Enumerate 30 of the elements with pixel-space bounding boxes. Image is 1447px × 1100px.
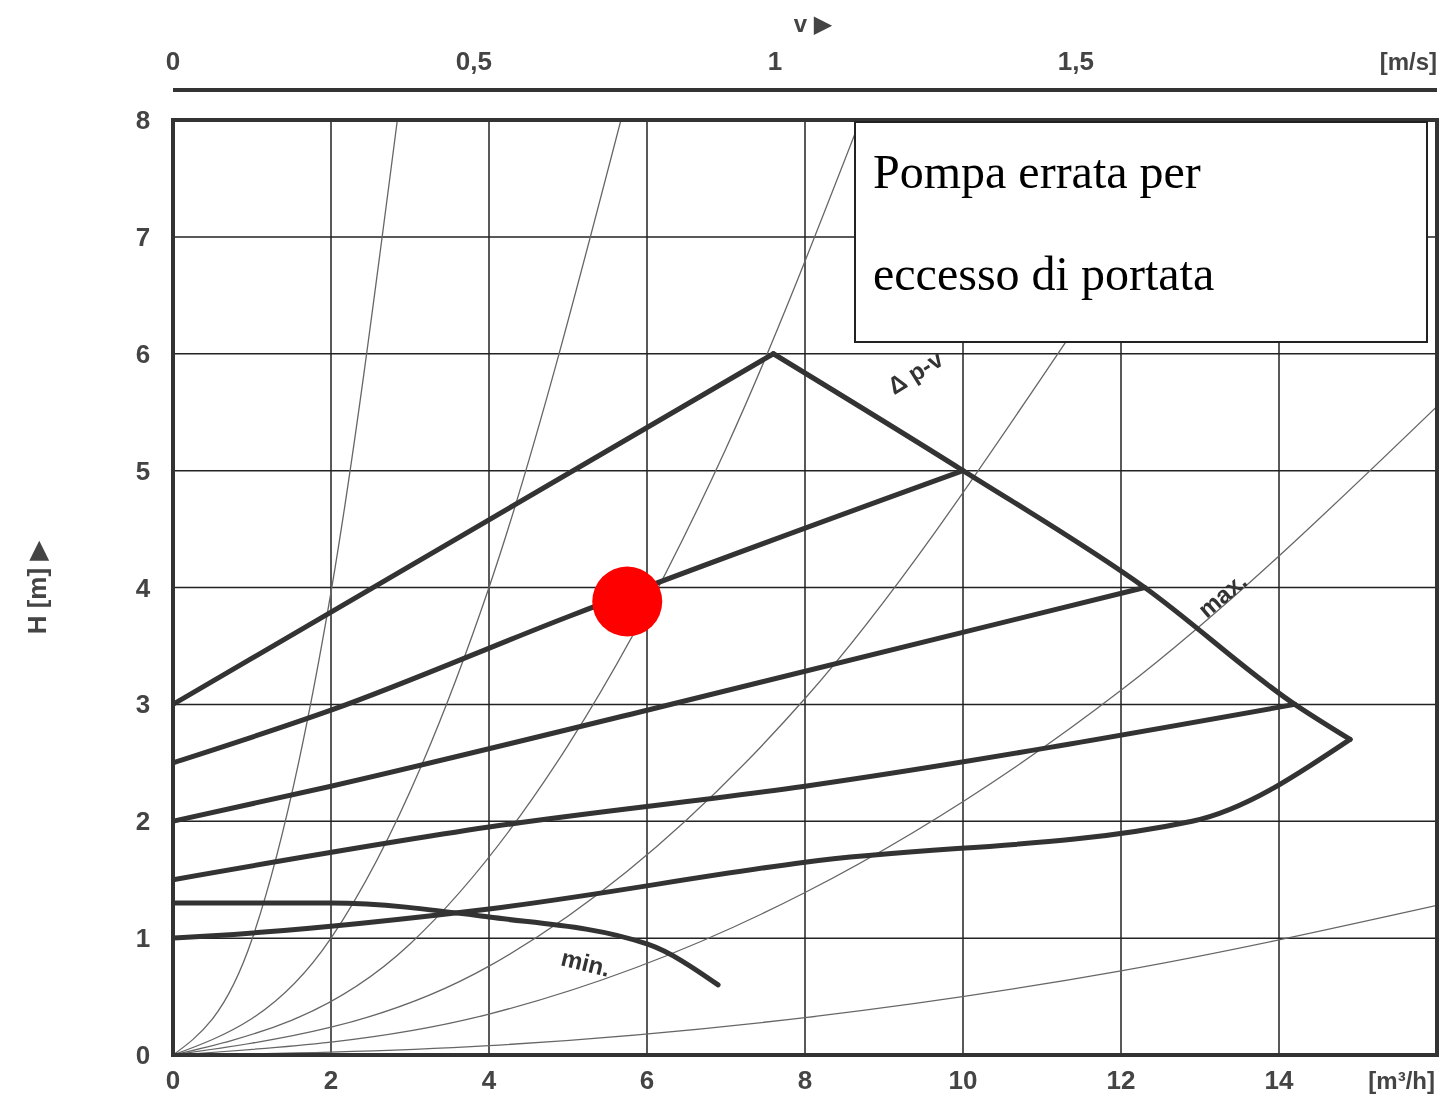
x-tick-label: 12 — [1106, 1065, 1136, 1095]
x2-tick-label: 1 — [767, 46, 783, 76]
x-tick-label: 4 — [481, 1065, 497, 1095]
x-tick-label: 6 — [639, 1065, 655, 1095]
text-box: Pompa errata per eccesso di portata — [854, 121, 1428, 343]
y-tick-label: 7 — [135, 221, 151, 252]
x-tick-label: 8 — [797, 1065, 813, 1095]
y-tick-label: 1 — [135, 923, 151, 954]
x2-tick-label: 0 — [165, 46, 181, 76]
y-tick-label: 4 — [135, 572, 151, 603]
text: [m/s] — [1379, 48, 1437, 75]
y-tick-label: 3 — [135, 689, 151, 720]
x-axis-title: [m³/h] — [1368, 1067, 1435, 1094]
annotation: Δ p-v — [882, 344, 949, 400]
y-tick-label: 5 — [135, 455, 151, 486]
x-tick-label: 10 — [948, 1065, 978, 1095]
y-tick-label: 8 — [135, 105, 151, 135]
annotation: max. — [1192, 567, 1252, 623]
x-tick-label: 0 — [165, 1065, 181, 1095]
y-tick-label: 2 — [135, 806, 151, 837]
annotation: min. — [558, 943, 614, 982]
x-tick-label: 14 — [1264, 1065, 1294, 1095]
x2-tick-label: 1,5 — [1057, 46, 1094, 76]
y-axis-title: H [m] ▶ — [22, 540, 52, 635]
y-tick-label: 6 — [135, 338, 151, 369]
x-tick-label: 2 — [323, 1065, 339, 1095]
x2-axis-title: v ▶ — [793, 10, 833, 37]
annotation: Pompa errata per eccesso di portata — [873, 145, 1215, 300]
y-tick-label: 0 — [135, 1040, 151, 1070]
x2-tick-label: 0,5 — [455, 46, 493, 76]
